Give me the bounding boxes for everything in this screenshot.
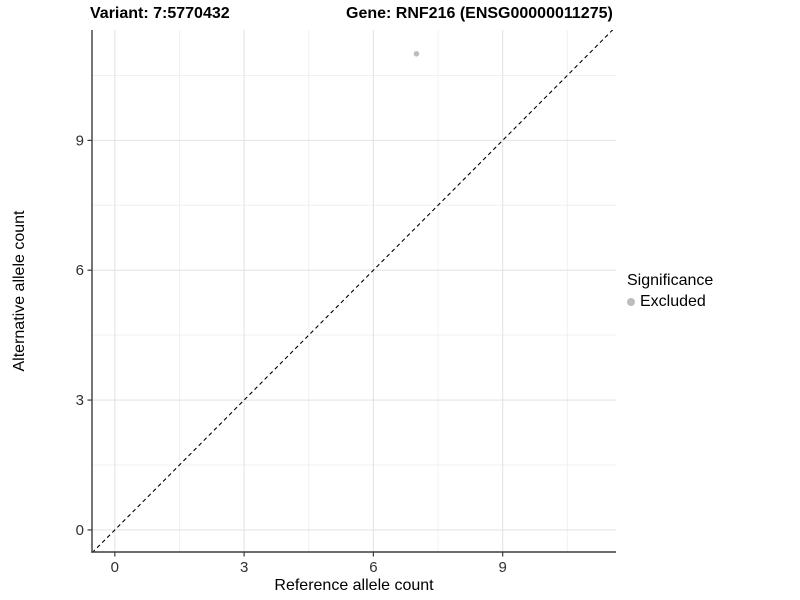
legend-items: Excluded — [627, 292, 713, 311]
y-tick-label: 6 — [76, 262, 84, 279]
x-tick-label: 3 — [240, 559, 248, 576]
y-axis-title: Alternative allele count — [11, 210, 28, 372]
x-axis-title: Reference allele count — [274, 577, 434, 594]
legend-item: Excluded — [627, 292, 713, 311]
variant-title: Variant: 7:5770432 — [90, 5, 230, 22]
x-tick-label: 6 — [369, 559, 377, 576]
legend-key-dot-icon — [627, 297, 635, 306]
x-tick-label: 0 — [111, 559, 119, 576]
gene-title: Gene: RNF216 (ENSG00000011275) — [346, 5, 613, 22]
legend-title: Significance — [627, 272, 714, 289]
identity-dashed-line — [92, 30, 614, 552]
y-tick-label: 9 — [76, 132, 84, 149]
legend: Significance Excluded — [627, 271, 713, 311]
y-tick-label: 3 — [76, 392, 84, 409]
y-tick-label: 0 — [76, 522, 84, 539]
x-tick-label: 9 — [498, 559, 506, 576]
data-point — [413, 51, 420, 57]
legend-item-label: Excluded — [640, 292, 706, 310]
